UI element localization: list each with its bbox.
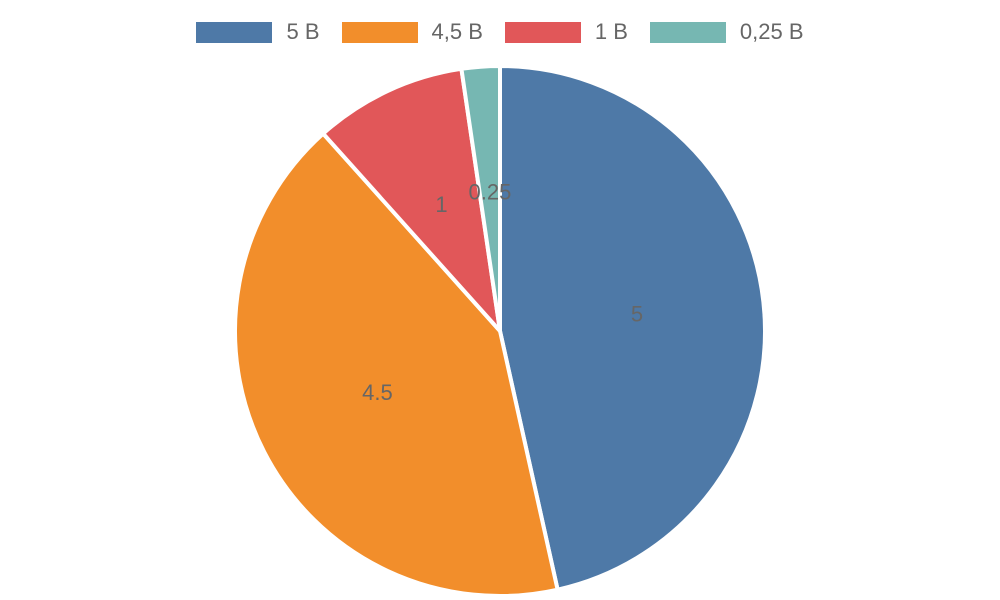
slice-data-label: 5: [631, 302, 643, 327]
pie-slice[interactable]: [233, 131, 560, 598]
legend-swatch: [341, 21, 418, 43]
legend-swatch: [196, 21, 273, 43]
slice-data-label: 4.5: [362, 380, 393, 405]
slice-data-label: 1: [435, 192, 447, 217]
legend-item[interactable]: 5 B: [196, 19, 320, 44]
legend-item[interactable]: 0,25 B: [649, 19, 804, 44]
pie-slice[interactable]: [459, 64, 502, 333]
pie-slice[interactable]: [498, 64, 767, 592]
pie-slice[interactable]: [321, 66, 502, 333]
legend-label: 4,5 B: [431, 19, 483, 44]
slice-data-label: 0.25: [469, 179, 512, 204]
chart-legend: 5 B 4,5 B 1 B 0,25 B: [0, 20, 1000, 44]
legend-item[interactable]: 1 B: [504, 19, 628, 44]
legend-label: 1 B: [594, 19, 628, 44]
legend-label: 0,25 B: [739, 19, 804, 44]
legend-swatch: [504, 21, 581, 43]
legend-swatch: [649, 21, 726, 43]
legend-item[interactable]: 4,5 B: [341, 19, 483, 44]
legend-label: 5 B: [286, 19, 320, 44]
